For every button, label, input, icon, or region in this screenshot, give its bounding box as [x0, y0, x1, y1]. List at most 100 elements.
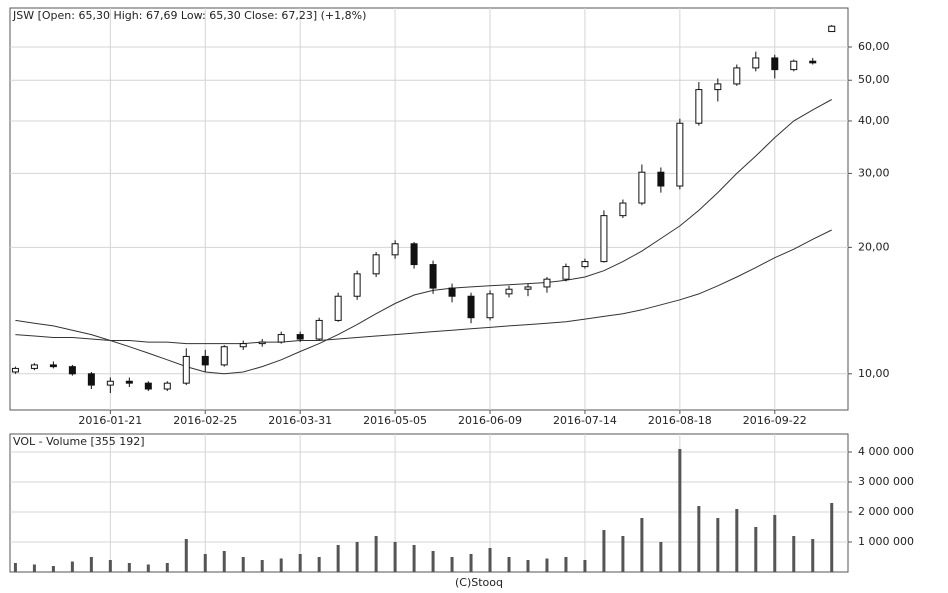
volume-bar	[678, 449, 682, 572]
candle-body	[30, 364, 38, 369]
volume-bar	[602, 530, 606, 572]
volume-bar	[393, 542, 397, 572]
candle-body	[372, 254, 380, 275]
volume-bar	[830, 503, 834, 572]
x-tick-label: 2016-02-25	[173, 414, 237, 427]
candle-body	[790, 60, 798, 71]
volume-panel	[9, 433, 849, 573]
candle-body	[657, 171, 665, 187]
volume-bar	[51, 566, 55, 572]
candle-body	[448, 287, 456, 297]
candle-body	[220, 346, 228, 366]
volume-bar	[697, 506, 701, 572]
price-panel	[9, 7, 849, 411]
x-tick-label: 2016-06-09	[458, 414, 522, 427]
volume-bar	[222, 551, 226, 572]
candle-body	[505, 288, 513, 295]
candle-body	[638, 171, 646, 204]
volume-bar	[146, 564, 150, 572]
volume-bar	[488, 548, 492, 572]
volume-bar	[89, 557, 93, 572]
candle-body	[733, 67, 741, 85]
volume-bar	[431, 551, 435, 572]
candle-body	[429, 264, 437, 289]
y-tick-label: 2 000 000	[858, 505, 914, 518]
plot-layer: 10,00 20,00 30,00 40,00 50,00 60,00 1 000 000 2…	[10, 8, 914, 572]
candle-body	[562, 266, 570, 280]
volume-bar	[754, 527, 758, 572]
candle-body	[11, 367, 19, 373]
volume-bar	[469, 554, 473, 572]
candle-body	[315, 319, 323, 340]
candle-body	[543, 278, 551, 288]
volume-bar	[659, 542, 663, 572]
volume-bar	[507, 557, 511, 572]
volume-bar	[260, 560, 264, 572]
candle-body	[695, 89, 703, 124]
candle-body	[258, 341, 266, 345]
y-tick-label: 10,00	[858, 367, 890, 380]
volume-bar	[735, 509, 739, 572]
y-tick-label: 60,00	[858, 40, 890, 53]
candle-body	[144, 382, 152, 390]
volume-bar	[716, 518, 720, 572]
volume-bar	[317, 557, 321, 572]
x-tick-label: 2016-08-18	[648, 414, 712, 427]
candle-body	[106, 380, 114, 386]
volume-bar	[583, 560, 587, 572]
volume-bar	[450, 557, 454, 572]
x-tick-label: 2016-03-31	[268, 414, 332, 427]
candle-body	[163, 382, 171, 390]
y-tick-label: 3 000 000	[858, 475, 914, 488]
candle-body	[524, 286, 532, 290]
y-tick-label: 40,00	[858, 114, 890, 127]
x-tick-label: 2016-01-21	[78, 414, 142, 427]
candle-body	[714, 83, 722, 91]
volume-bar	[165, 563, 169, 572]
volume-bar	[108, 560, 112, 572]
candle-body	[87, 373, 95, 386]
moving-average	[15, 99, 832, 375]
volume-bar	[773, 515, 777, 572]
candle-body	[125, 380, 133, 384]
volume-bar	[374, 536, 378, 572]
moving-average	[15, 229, 832, 345]
candle-body	[752, 57, 760, 69]
volume-bar	[336, 545, 340, 572]
candle-body	[391, 243, 399, 256]
volume-bar	[640, 518, 644, 572]
candle-body	[201, 355, 209, 366]
candle-body	[581, 261, 589, 268]
candle-body	[49, 364, 57, 368]
volume-bar	[355, 542, 359, 572]
y-tick-label: 20,00	[858, 240, 890, 253]
volume-bar	[184, 539, 188, 572]
candle-body	[809, 60, 817, 64]
candle-body	[619, 202, 627, 217]
candle-body	[676, 122, 684, 187]
volume-bar	[13, 563, 17, 572]
candle-body	[68, 366, 76, 375]
x-tick-label: 2016-09-22	[743, 414, 807, 427]
candle-body	[600, 215, 608, 263]
candle-body	[828, 25, 836, 33]
x-tick-label: 2016-05-05	[363, 414, 427, 427]
volume-bar	[811, 539, 815, 572]
price-header: JSW [Open: 65,30 High: 67,69 Low: 65,30 …	[12, 9, 366, 22]
volume-bar	[241, 557, 245, 572]
y-tick-label: 1 000 000	[858, 535, 914, 548]
volume-bar	[526, 560, 530, 572]
volume-bar	[621, 536, 625, 572]
volume-bar	[279, 558, 283, 572]
y-tick-label: 50,00	[858, 73, 890, 86]
y-tick-label: 4 000 000	[858, 445, 914, 458]
candle-body	[296, 334, 304, 340]
footer: (C)Stooq	[455, 576, 503, 589]
candle-body	[410, 243, 418, 266]
candle-body	[771, 57, 779, 71]
volume-bar	[32, 564, 36, 572]
volume-bar	[792, 536, 796, 572]
x-tick-label: 2016-07-14	[553, 414, 617, 427]
volume-bar	[545, 558, 549, 572]
y-tick-label: 30,00	[858, 166, 890, 179]
